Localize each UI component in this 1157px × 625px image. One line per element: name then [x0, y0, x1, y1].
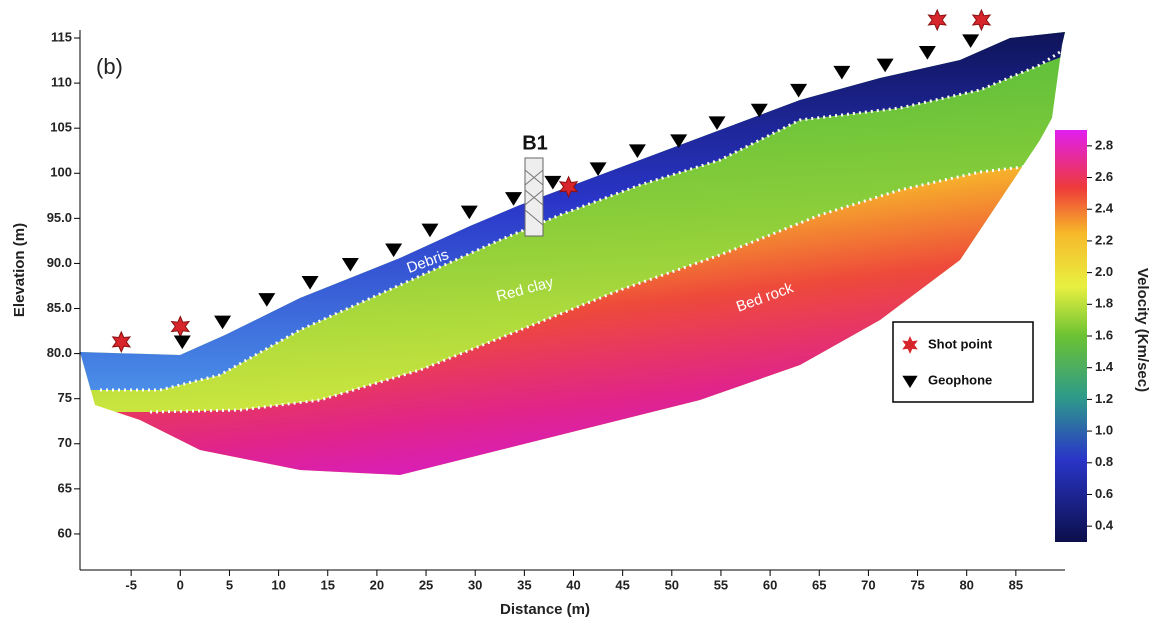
shot-point: [111, 330, 132, 354]
y-tick-label: 65: [58, 480, 72, 495]
geophone: [876, 58, 894, 73]
panel-label: (b): [96, 54, 123, 79]
shot-point: [927, 8, 947, 32]
colorbar-tick-label: 0.6: [1095, 486, 1113, 501]
y-tick-label: 110: [51, 75, 72, 90]
geophone: [589, 162, 607, 176]
colorbar-tick-label: 1.4: [1095, 359, 1114, 374]
colorbar-tick-label: 2.0: [1095, 264, 1113, 279]
legend-marker: [902, 336, 918, 354]
colorbar-tick-label: 1.6: [1095, 327, 1113, 342]
geophone: [708, 116, 726, 130]
colorbar-tick-label: 1.2: [1095, 391, 1113, 406]
shot-point: [558, 175, 579, 199]
x-tick-label: 60: [763, 577, 777, 592]
x-tick-label: 65: [812, 577, 826, 592]
geophone: [301, 275, 319, 290]
x-tick-label: 25: [419, 577, 433, 592]
x-tick-label: 30: [468, 577, 482, 592]
x-tick-label: 40: [566, 577, 580, 592]
y-tick-label: 75: [58, 390, 72, 405]
y-tick-label: 105: [50, 120, 72, 135]
colorbar-tick-label: 0.8: [1095, 454, 1113, 469]
y-tick-label: 115: [51, 29, 72, 44]
y-tick-label: 90.0: [47, 255, 72, 270]
colorbar: [1055, 130, 1087, 542]
geophone: [918, 46, 936, 60]
x-tick-label: 45: [615, 577, 629, 592]
x-tick-label: 85: [1009, 577, 1023, 592]
colorbar-tick-label: 2.6: [1095, 169, 1113, 184]
x-axis-label: Distance (m): [500, 601, 590, 618]
geophone: [670, 134, 688, 149]
x-tick-label: 15: [321, 577, 335, 592]
geophone: [790, 83, 808, 98]
geophone: [214, 315, 232, 330]
y-axis-label: Elevation (m): [11, 223, 28, 317]
colorbar-tick-label: 0.4: [1095, 518, 1114, 533]
colorbar-tick-label: 2.8: [1095, 137, 1113, 152]
legend-marker: [902, 375, 918, 388]
x-tick-label: 70: [861, 577, 875, 592]
y-tick-label: 70: [58, 435, 72, 450]
x-tick-label: 10: [271, 577, 285, 592]
y-tick-label: 85.0: [47, 300, 72, 315]
geophone: [505, 192, 523, 206]
geophone: [750, 103, 768, 118]
colorbar-label: Velocity (Km/sec): [1134, 268, 1151, 392]
x-tick-label: 0: [177, 577, 184, 592]
geophone: [421, 223, 439, 238]
x-tick-label: 75: [910, 577, 924, 592]
y-tick-label: 100: [50, 165, 72, 180]
y-tick-label: 60: [58, 525, 72, 540]
geophone: [962, 34, 980, 48]
x-tick-label: 35: [517, 577, 531, 592]
y-tick-label: 95.0: [47, 210, 72, 225]
borehole: [524, 157, 544, 237]
velocity-field: [80, 32, 1065, 475]
debris-boundary: [100, 50, 1061, 392]
x-tick-label: 5: [226, 577, 233, 592]
geophone: [385, 243, 403, 258]
colorbar-tick-label: 1.0: [1095, 423, 1113, 438]
borehole-label: B1: [522, 132, 548, 154]
shot-point: [971, 8, 992, 32]
geophone: [341, 257, 359, 272]
colorbar-tick-label: 2.4: [1095, 201, 1114, 216]
x-tick-label: -5: [125, 577, 137, 592]
y-tick-label: 80.0: [47, 345, 72, 360]
geophone: [544, 175, 562, 190]
colorbar-tick-label: 1.8: [1095, 296, 1113, 311]
x-tick-label: 55: [714, 577, 728, 592]
legend-label: Geophone: [928, 372, 992, 387]
colorbar-tick-label: 2.2: [1095, 232, 1113, 247]
x-tick-label: 20: [370, 577, 384, 592]
shot-point: [170, 315, 191, 338]
geophone: [173, 335, 191, 350]
legend: [892, 321, 1034, 403]
geophone: [628, 144, 646, 158]
geophone: [833, 65, 851, 80]
x-tick-label: 50: [665, 577, 679, 592]
geophone: [460, 205, 478, 220]
legend-label: Shot point: [928, 336, 993, 351]
geophone: [258, 293, 276, 307]
x-tick-label: 80: [959, 577, 973, 592]
